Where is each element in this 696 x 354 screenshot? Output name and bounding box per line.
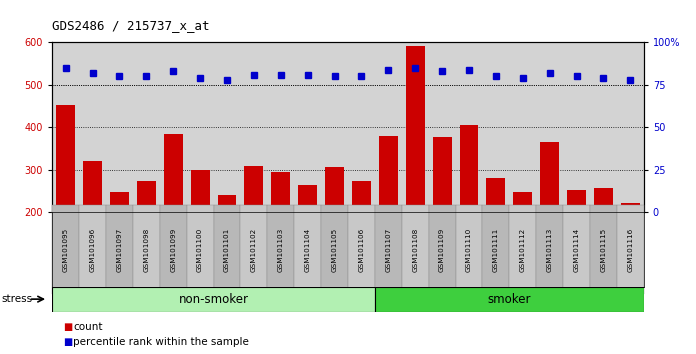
Bar — [294, 205, 321, 294]
Bar — [106, 205, 133, 294]
Bar — [187, 205, 214, 294]
Bar — [52, 287, 375, 312]
Bar — [325, 167, 344, 212]
Text: GSM101116: GSM101116 — [627, 227, 633, 272]
Text: GSM101105: GSM101105 — [331, 227, 338, 272]
Bar — [379, 136, 397, 212]
Text: GSM101109: GSM101109 — [439, 227, 445, 272]
Bar — [191, 170, 209, 212]
Bar — [271, 172, 290, 212]
Bar — [110, 192, 129, 212]
Text: GSM101114: GSM101114 — [574, 227, 580, 272]
Text: GSM101113: GSM101113 — [546, 227, 553, 272]
Text: stress: stress — [1, 294, 33, 304]
Bar — [218, 195, 237, 212]
Text: GSM101097: GSM101097 — [116, 227, 122, 272]
Bar — [352, 181, 371, 212]
Bar — [433, 137, 452, 212]
Text: GSM101106: GSM101106 — [358, 227, 365, 272]
Text: ■: ■ — [63, 322, 72, 332]
Text: GDS2486 / 215737_x_at: GDS2486 / 215737_x_at — [52, 19, 209, 32]
Bar — [567, 190, 586, 212]
Bar — [456, 205, 482, 294]
Bar — [402, 205, 429, 294]
Text: count: count — [73, 322, 102, 332]
Text: GSM101111: GSM101111 — [493, 227, 499, 272]
Bar — [137, 181, 156, 212]
Text: GSM101096: GSM101096 — [90, 227, 95, 272]
Text: GSM101115: GSM101115 — [601, 227, 606, 272]
Bar — [133, 205, 160, 294]
Bar — [540, 142, 559, 212]
Text: percentile rank within the sample: percentile rank within the sample — [73, 337, 249, 347]
Bar — [79, 205, 106, 294]
Bar — [240, 205, 267, 294]
Bar — [459, 125, 478, 212]
Bar — [214, 205, 240, 294]
Text: GSM101112: GSM101112 — [520, 227, 525, 272]
Bar — [617, 205, 644, 294]
Text: GSM101110: GSM101110 — [466, 227, 472, 272]
Text: GSM101107: GSM101107 — [386, 227, 391, 272]
Text: non-smoker: non-smoker — [179, 293, 248, 306]
Bar — [590, 205, 617, 294]
Bar — [56, 105, 75, 212]
Bar — [244, 166, 263, 212]
Bar — [160, 205, 187, 294]
Text: GSM101102: GSM101102 — [251, 227, 257, 272]
Bar — [299, 185, 317, 212]
Bar — [267, 205, 294, 294]
Bar — [321, 205, 348, 294]
Text: ■: ■ — [63, 337, 72, 347]
Bar — [563, 205, 590, 294]
Bar — [536, 205, 563, 294]
Bar — [375, 287, 644, 312]
Bar — [164, 134, 182, 212]
Bar — [487, 178, 505, 212]
Text: GSM101095: GSM101095 — [63, 227, 69, 272]
Bar — [406, 46, 425, 212]
Text: GSM101101: GSM101101 — [224, 227, 230, 272]
Text: GSM101098: GSM101098 — [143, 227, 150, 272]
Bar — [594, 188, 613, 212]
Bar — [482, 205, 509, 294]
Text: GSM101108: GSM101108 — [412, 227, 418, 272]
Text: GSM101103: GSM101103 — [278, 227, 284, 272]
Bar — [52, 205, 79, 294]
Text: GSM101104: GSM101104 — [305, 227, 310, 272]
Bar — [348, 205, 375, 294]
Bar — [621, 203, 640, 212]
Text: smoker: smoker — [488, 293, 531, 306]
Text: GSM101100: GSM101100 — [197, 227, 203, 272]
Bar — [375, 205, 402, 294]
Bar — [83, 161, 102, 212]
Bar — [509, 205, 536, 294]
Bar — [429, 205, 456, 294]
Bar — [514, 192, 532, 212]
Text: GSM101099: GSM101099 — [171, 227, 176, 272]
